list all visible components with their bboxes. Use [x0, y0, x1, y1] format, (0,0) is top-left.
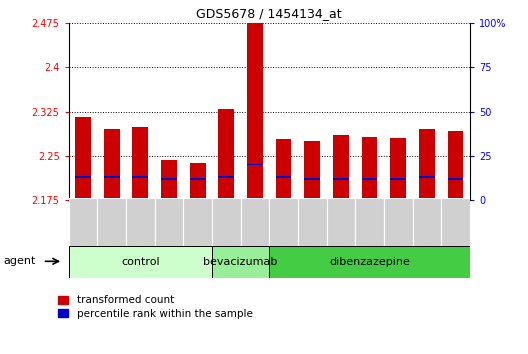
Bar — [419, 176, 435, 178]
Text: dibenzazepine: dibenzazepine — [329, 257, 410, 267]
Bar — [247, 164, 263, 165]
Bar — [219, 109, 234, 200]
Bar — [69, 198, 97, 246]
Bar — [212, 246, 269, 278]
Bar — [355, 198, 384, 246]
Text: bevacizumab: bevacizumab — [203, 257, 278, 267]
Bar — [97, 198, 126, 246]
Bar — [212, 198, 241, 246]
Bar — [448, 178, 464, 179]
Bar — [441, 198, 470, 246]
Bar — [133, 176, 148, 178]
Bar — [276, 139, 291, 200]
Bar — [75, 176, 91, 178]
Bar — [362, 137, 378, 200]
Bar — [155, 198, 183, 246]
Bar — [126, 198, 155, 246]
Bar — [75, 118, 91, 200]
Bar — [384, 198, 412, 246]
Title: GDS5678 / 1454134_at: GDS5678 / 1454134_at — [196, 7, 342, 21]
Bar — [69, 246, 212, 278]
Bar — [161, 160, 177, 200]
Bar — [305, 141, 320, 200]
Bar — [412, 198, 441, 246]
Bar — [298, 198, 327, 246]
Bar — [305, 178, 320, 179]
Text: control: control — [121, 257, 159, 267]
Bar — [104, 129, 119, 200]
Bar — [276, 176, 291, 178]
Legend: transformed count, percentile rank within the sample: transformed count, percentile rank withi… — [58, 296, 252, 319]
Bar — [419, 129, 435, 200]
Bar — [161, 178, 177, 179]
Bar — [327, 198, 355, 246]
Bar — [133, 127, 148, 200]
Bar — [390, 138, 406, 200]
Bar — [390, 178, 406, 179]
Bar — [183, 198, 212, 246]
Bar — [269, 198, 298, 246]
Bar — [333, 135, 349, 200]
Bar — [219, 176, 234, 178]
Bar — [362, 178, 378, 179]
Bar — [190, 164, 205, 200]
Bar — [448, 131, 464, 200]
Bar — [241, 198, 269, 246]
Bar — [190, 178, 205, 179]
Text: agent: agent — [4, 256, 36, 266]
Bar — [247, 23, 263, 200]
Bar — [333, 178, 349, 179]
Bar — [104, 176, 119, 178]
Bar — [269, 246, 470, 278]
